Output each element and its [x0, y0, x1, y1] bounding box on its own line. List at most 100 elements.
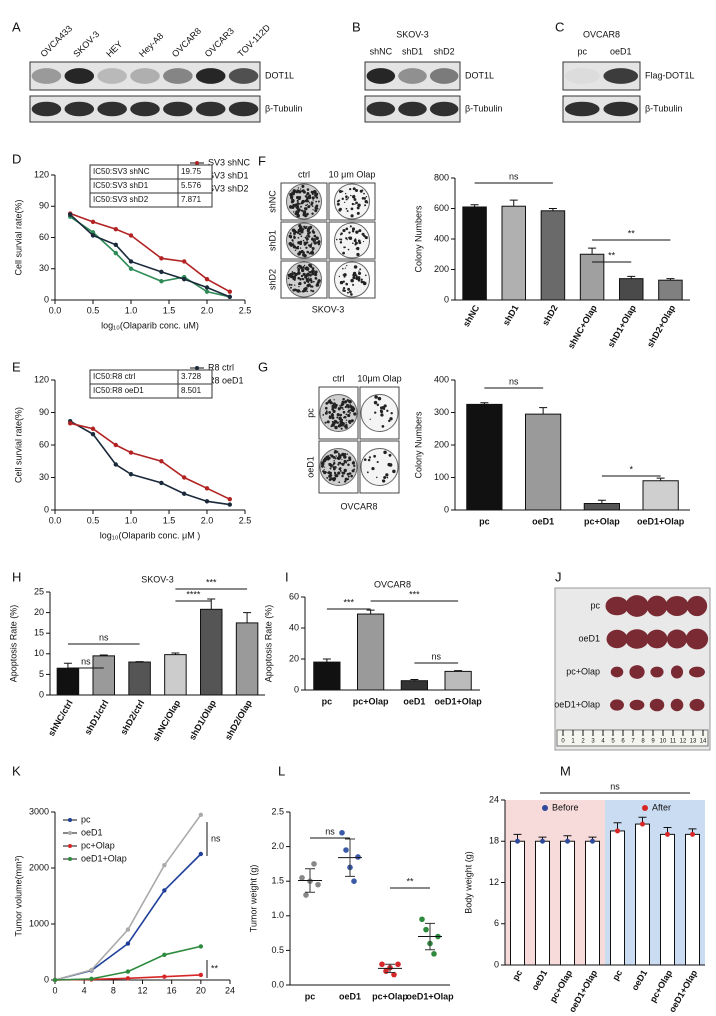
data-point — [128, 472, 134, 477]
colony — [292, 288, 296, 292]
data-point — [227, 502, 232, 507]
colony — [388, 463, 393, 467]
colony — [380, 413, 384, 417]
dish — [360, 394, 399, 432]
colony — [368, 456, 372, 459]
colony — [337, 199, 341, 202]
colony — [363, 234, 366, 238]
colony — [374, 395, 378, 399]
y-tick-label: 100 — [434, 472, 449, 482]
band — [195, 101, 226, 117]
tumor-row-label: oeD1+Olap — [554, 699, 600, 709]
y-tick-label: 5 — [39, 669, 44, 679]
colony — [302, 190, 306, 194]
colony — [288, 283, 291, 286]
colony — [306, 250, 310, 254]
colony — [308, 194, 312, 198]
table-text: 5.576 — [181, 181, 202, 190]
colony — [298, 252, 302, 255]
tumor — [625, 629, 649, 649]
row-label: shNC — [267, 190, 277, 213]
colony — [332, 421, 336, 425]
y-tick-label: 10 — [34, 648, 44, 658]
band — [31, 68, 62, 84]
colony — [307, 205, 311, 208]
data-point — [90, 426, 96, 431]
x-category-label: pc+Olap — [584, 516, 620, 526]
y-tick-label: 400 — [434, 233, 449, 243]
bar — [540, 210, 566, 301]
y-tick-label: 0.0 — [271, 979, 284, 989]
colony — [317, 279, 321, 283]
colony — [342, 251, 345, 255]
significance-label: ns — [610, 781, 620, 791]
data-point — [204, 486, 210, 491]
data-point — [90, 431, 96, 437]
bar — [235, 622, 259, 696]
colony — [315, 236, 319, 240]
colony — [300, 290, 302, 293]
colony — [360, 278, 363, 281]
colony — [308, 278, 311, 282]
colony — [344, 401, 347, 404]
colony — [374, 411, 377, 414]
colony — [307, 280, 310, 284]
data-point — [52, 977, 58, 983]
x-category-label: pc — [510, 968, 524, 982]
colony — [298, 233, 301, 236]
data-point — [182, 491, 187, 496]
y-tick-label: 1000 — [29, 918, 49, 928]
error-bar — [588, 247, 597, 255]
colony — [287, 277, 290, 280]
colony — [337, 471, 341, 475]
bar — [635, 823, 650, 966]
ruler-label: 6 — [621, 739, 625, 745]
colony — [294, 284, 296, 286]
colony — [296, 189, 300, 193]
colony — [293, 236, 296, 239]
colony — [314, 277, 318, 280]
colony — [363, 192, 365, 195]
data-point — [125, 941, 131, 946]
ruler-label: 1 — [571, 739, 575, 745]
colony — [306, 196, 309, 199]
data-point — [113, 442, 119, 448]
colony — [343, 289, 346, 292]
data-point — [159, 269, 164, 275]
colony — [355, 265, 358, 268]
y-tick-label: 0 — [44, 294, 49, 304]
ruler-label: 13 — [690, 739, 697, 745]
colony — [341, 474, 344, 478]
significance-label: ns — [99, 632, 109, 642]
x-tick-label: 0 — [52, 985, 57, 995]
colony — [369, 418, 371, 420]
colony — [297, 276, 300, 280]
colony — [347, 291, 349, 294]
data-point — [159, 480, 164, 486]
colony — [329, 464, 333, 468]
data-point — [90, 233, 96, 238]
bar — [535, 840, 550, 966]
tumor — [650, 666, 664, 678]
y-tick-label: 2.5 — [271, 806, 284, 816]
colony — [303, 264, 306, 267]
row-label: shD2 — [267, 269, 277, 290]
colony — [341, 471, 343, 474]
data-point — [162, 888, 167, 893]
y-tick-label: 0 — [444, 504, 449, 514]
colony — [345, 195, 348, 198]
colony — [301, 277, 304, 280]
tumor — [610, 666, 624, 678]
column-label: 10μm Olap — [357, 373, 401, 383]
data-point — [89, 976, 94, 982]
y-tick-label: 120 — [34, 169, 49, 179]
colony — [377, 396, 382, 401]
data-point — [227, 496, 232, 502]
bar-dot — [690, 831, 695, 837]
colony — [302, 268, 304, 271]
colony — [299, 278, 302, 281]
legend-label: R8 ctrl — [208, 362, 234, 372]
legend-label: pc+Olap — [81, 840, 115, 850]
legend-marker — [68, 844, 72, 848]
band-label: β-Tubulin — [645, 103, 682, 113]
